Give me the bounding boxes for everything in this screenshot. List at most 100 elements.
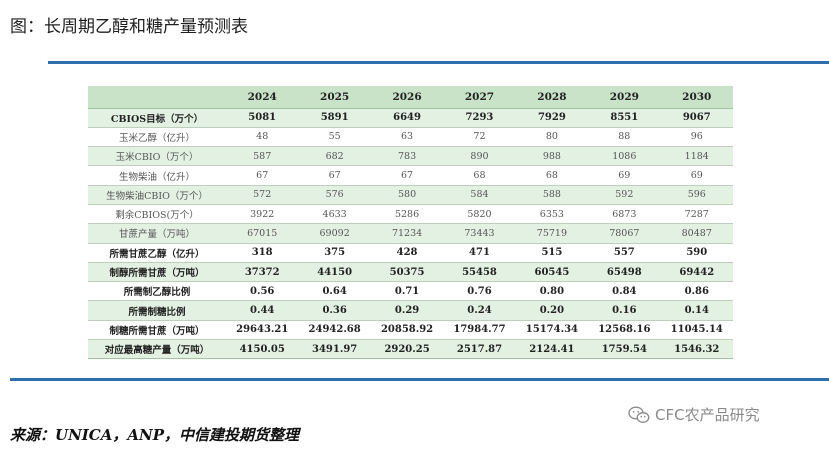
- forecast-table: 2024 2025 2026 2027 2028 2029 2030 CBIOS…: [88, 86, 733, 360]
- table-cell: 584: [443, 185, 516, 205]
- table-cell: 580: [370, 185, 444, 205]
- row-label: CBIOS目标（万个）: [88, 108, 226, 128]
- table-cell: 68: [443, 165, 516, 186]
- table-cell: 988: [515, 146, 589, 167]
- table-cell: 5286: [370, 204, 444, 225]
- table-cell: 72: [443, 127, 516, 148]
- table-row: 甘蔗产量（万吨） 67015 69092 71234 73443 75719 7…: [88, 223, 733, 244]
- table-cell: 48: [226, 127, 299, 148]
- table-cell: 15174.34: [515, 320, 589, 341]
- table-header-row: 2024 2025 2026 2027 2028 2029 2030: [88, 86, 733, 109]
- column-header: 2028: [515, 86, 589, 109]
- row-label: 所需制乙醇比例: [88, 281, 226, 302]
- row-label: 对应最高糖产量（万吨）: [88, 339, 226, 360]
- table-cell: 68: [515, 165, 589, 186]
- table-row: CBIOS目标（万个） 5081 5891 6649 7293 7929 855…: [88, 108, 733, 128]
- table-cell: 71234: [370, 223, 444, 244]
- table-row: 所需甘蔗乙醇（亿升） 318 375 428 471 515 557 590: [88, 243, 733, 263]
- table-cell: 55458: [443, 262, 516, 283]
- column-header: 2024: [226, 86, 299, 109]
- table-cell: 50375: [370, 262, 444, 283]
- table-cell: 2517.87: [443, 339, 516, 360]
- table-cell: 7287: [660, 204, 733, 225]
- table-cell: 78067: [588, 223, 661, 244]
- table-cell: 24942.68: [298, 320, 371, 341]
- table-cell: 515: [515, 243, 589, 263]
- table-cell: 63: [370, 127, 444, 148]
- table-cell: 73443: [443, 223, 516, 244]
- table-cell: 20858.92: [370, 320, 444, 341]
- table-cell: 37372: [226, 262, 299, 283]
- table-cell: 6649: [370, 108, 444, 128]
- bottom-divider: [10, 378, 829, 381]
- table-cell: 29643.21: [226, 320, 299, 341]
- table-cell: 88: [588, 127, 661, 148]
- table-cell: 0.76: [443, 281, 516, 302]
- wechat-icon: [628, 406, 650, 424]
- table-row: 对应最高糖产量（万吨） 4150.05 3491.97 2920.25 2517…: [88, 339, 733, 360]
- table-cell: 3922: [226, 204, 299, 225]
- table-cell: 69442: [660, 262, 733, 283]
- table-cell: 590: [660, 243, 733, 263]
- table-cell: 0.84: [588, 281, 661, 302]
- table-cell: 592: [588, 185, 661, 205]
- table-row: 所需制糖比例 0.44 0.36 0.29 0.24 0.20 0.16 0.1…: [88, 300, 733, 321]
- table-cell: 1546.32: [660, 339, 733, 360]
- table-cell: 3491.97: [298, 339, 371, 360]
- table-cell: 17984.77: [443, 320, 516, 341]
- table-cell: 4633: [298, 204, 371, 225]
- table-cell: 2920.25: [370, 339, 444, 360]
- source-note: 来源：UNICA，ANP，中信建投期货整理: [10, 426, 300, 444]
- row-label: 制糖所需甘蔗（万吨）: [88, 320, 226, 341]
- table-cell: 0.56: [226, 281, 299, 302]
- table-cell: 0.16: [588, 300, 661, 321]
- table-cell: 5081: [226, 108, 299, 128]
- table-row: 生物柴油CBIO（万个） 572 576 580 584 588 592 596: [88, 185, 733, 205]
- table-cell: 0.80: [515, 281, 589, 302]
- table-cell: 576: [298, 185, 371, 205]
- table-cell: 6873: [588, 204, 661, 225]
- row-label: 玉米乙醇（亿升）: [88, 127, 226, 148]
- top-divider: [48, 61, 829, 64]
- table-cell: 80: [515, 127, 589, 148]
- table-cell: 9067: [660, 108, 733, 128]
- table-cell: 11045.14: [660, 320, 733, 341]
- table-cell: 7929: [515, 108, 589, 128]
- column-header: 2029: [588, 86, 661, 109]
- table-cell: 65498: [588, 262, 661, 283]
- table-cell: 67: [298, 165, 371, 186]
- table-cell: 0.44: [226, 300, 299, 321]
- table-cell: 0.36: [298, 300, 371, 321]
- table-cell: 375: [298, 243, 371, 263]
- table-cell: 69: [660, 165, 733, 186]
- table-row: 所需制乙醇比例 0.56 0.64 0.71 0.76 0.80 0.84 0.…: [88, 281, 733, 302]
- table-cell: 1086: [588, 146, 661, 167]
- table-row: 玉米CBIO（万个） 587 682 783 890 988 1086 1184: [88, 146, 733, 167]
- table-cell: 557: [588, 243, 661, 263]
- table-cell: 5891: [298, 108, 371, 128]
- table-row: 剩余CBIOS(万个） 3922 4633 5286 5820 6353 687…: [88, 204, 733, 225]
- figure-title: 图：长周期乙醇和糖产量预测表: [10, 17, 248, 37]
- column-header: 2030: [660, 86, 733, 109]
- table-cell: 55: [298, 127, 371, 148]
- table-cell: 80487: [660, 223, 733, 244]
- table-row: 生物柴油（亿升） 67 67 67 68 68 69 69: [88, 165, 733, 186]
- table-cell: 7293: [443, 108, 516, 128]
- table-cell: 96: [660, 127, 733, 148]
- table-cell: 428: [370, 243, 444, 263]
- column-header: 2027: [443, 86, 516, 109]
- table-cell: 890: [443, 146, 516, 167]
- table-cell: 69: [588, 165, 661, 186]
- table-cell: 2124.41: [515, 339, 589, 360]
- table-cell: 6353: [515, 204, 589, 225]
- watermark: CFC农产品研究: [628, 404, 760, 425]
- row-label: 所需制糖比例: [88, 300, 226, 321]
- table-cell: 67: [370, 165, 444, 186]
- table-cell: 682: [298, 146, 371, 167]
- table-row: 玉米乙醇（亿升） 48 55 63 72 80 88 96: [88, 127, 733, 148]
- row-label: 甘蔗产量（万吨）: [88, 223, 226, 244]
- table-cell: 572: [226, 185, 299, 205]
- table-corner-cell: [88, 86, 226, 109]
- row-label: 生物柴油（亿升）: [88, 165, 226, 186]
- table-cell: 0.14: [660, 300, 733, 321]
